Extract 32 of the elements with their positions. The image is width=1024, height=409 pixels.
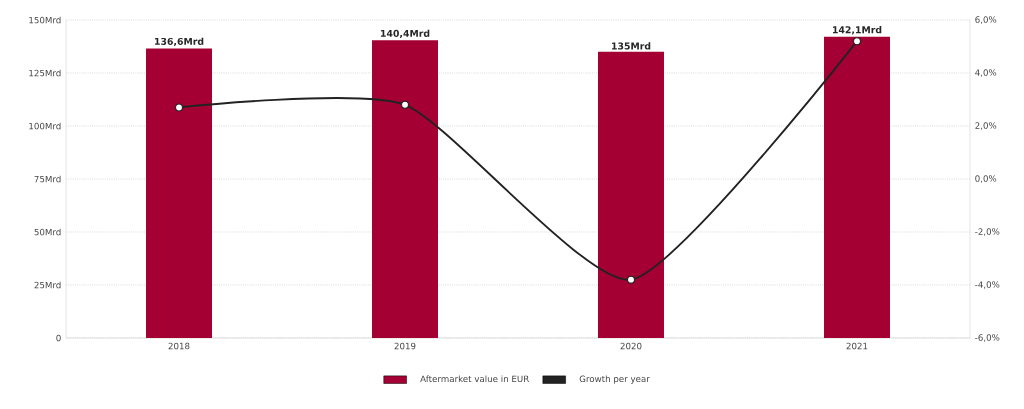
data-label: 140,4Mrd	[381, 29, 430, 39]
y2-tick-label: -4,0%	[975, 281, 1000, 289]
data-label: 142,1Mrd	[833, 26, 882, 35]
data-label: 135Mrd	[612, 42, 651, 50]
y2-tick-label: -2,0%	[975, 228, 1000, 236]
y-tick-label: 75Mrd	[34, 175, 61, 183]
x-tick-label: 2021	[846, 342, 868, 350]
bar	[146, 48, 213, 338]
y-tick-label: 0	[56, 334, 61, 342]
y-tick-label: 100Mrd	[29, 122, 61, 130]
y-tick-label: 150Mrd	[29, 16, 61, 24]
point	[175, 103, 184, 112]
x-tick-label: 2018	[168, 342, 190, 350]
x-tick-label: 2019	[394, 342, 416, 350]
data-label: 136,6Mrd	[155, 37, 204, 47]
y-tick-label: 50Mrd	[34, 228, 61, 236]
bar	[598, 51, 664, 338]
point	[626, 275, 636, 284]
y2-tick-label: 2,0%	[975, 122, 997, 130]
x-tick-label: 2020	[620, 342, 642, 350]
y2-tick-label: 4,0%	[975, 69, 997, 77]
point	[852, 37, 862, 46]
legend-label: Growth per year	[579, 375, 650, 384]
bar	[824, 36, 890, 338]
legend-label: Aftermarket value in EUR	[420, 375, 529, 383]
y2-tick-label: 6,0%	[975, 16, 997, 24]
y-tick-label: 25Mrd	[34, 281, 61, 289]
point	[401, 100, 410, 109]
bar	[372, 40, 439, 338]
y2-tick-label: 0,0%	[975, 175, 997, 183]
y-tick-label: 125Mrd	[29, 69, 61, 77]
y2-tick-label: -6,0%	[975, 334, 1000, 342]
